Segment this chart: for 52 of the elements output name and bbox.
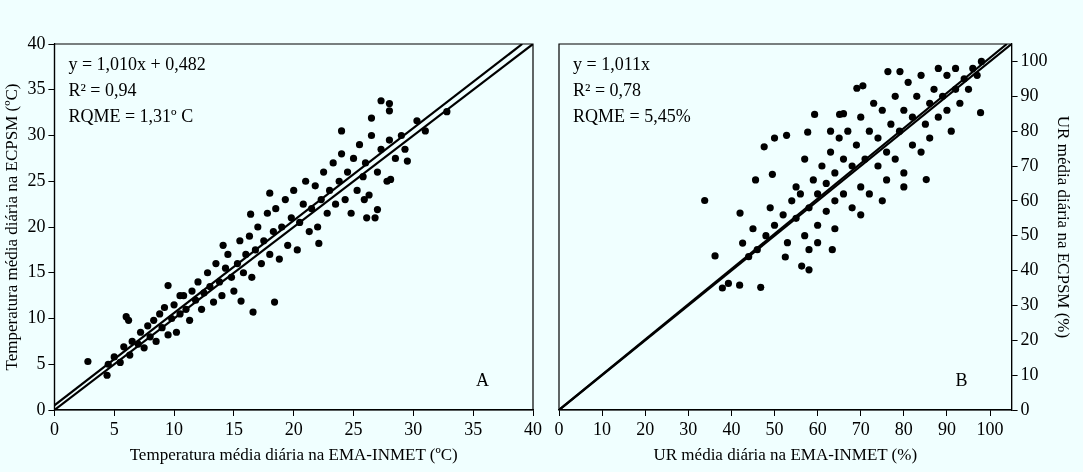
x-tick-label: 30 [679,418,698,439]
x-tick-label: 15 [224,418,243,439]
y-tick-label: 5 [36,352,46,373]
y2-tick-label: 40 [1020,259,1039,280]
y-tick-label: 20 [27,215,46,236]
y-tick-label: 25 [27,169,46,190]
x-tick-label: 60 [808,418,827,439]
y-tick-label: 35 [27,78,46,99]
x-tick-label: 100 [976,418,1004,439]
x-tick-label: 10 [165,418,184,439]
y2-tick-label: 10 [1020,363,1039,384]
annotation: A [476,369,489,390]
x-tick-label: 40 [722,418,741,439]
x-axis-title: UR média diária na EMA-INMET (%) [653,445,918,465]
x-tick-label: 90 [937,418,956,439]
x-tick-label: 40 [524,418,542,439]
y2-tick-label: 30 [1020,294,1039,315]
y-tick-label: 10 [27,307,46,328]
x-tick-label: 25 [344,418,363,439]
x-tick-label: 10 [593,418,612,439]
y2-tick-label: 0 [1020,398,1030,419]
x-tick-label: 80 [894,418,913,439]
x-tick-label: 50 [765,418,784,439]
y2-tick-label: 50 [1020,224,1039,245]
y2-tick-label: 70 [1020,154,1039,175]
annotation: R² = 0,94 [68,79,137,100]
x-tick-label: 30 [404,418,423,439]
x-axis-title: Temperatura média diária na EMA-INMET (ºC) [129,445,458,465]
y2-tick-label: 80 [1020,119,1039,140]
annotation: R² = 0,78 [573,79,642,100]
y2-tick-label: 60 [1020,189,1039,210]
y-tick-label: 15 [27,261,46,282]
x-tick-label: 35 [464,418,483,439]
annotation: B [955,369,968,390]
x-tick-label: 0 [554,418,564,439]
y2-tick-label: 20 [1020,329,1039,350]
y-tick-label: 0 [36,398,46,419]
x-tick-label: 20 [636,418,655,439]
y2-tick-label: 90 [1020,85,1039,106]
annotation: y = 1,010x + 0,482 [68,53,206,74]
y-tick-label: 30 [27,124,46,145]
x-tick-label: 20 [284,418,303,439]
x-tick-label: 0 [49,418,59,439]
annotation: RQME = 5,45% [573,105,691,126]
annotation: RQME = 1,31º C [68,105,194,126]
x-tick-label: 70 [851,418,870,439]
y-tick-label: 40 [27,32,46,53]
x-tick-label: 5 [109,418,119,439]
y-axis-title: Temperatura média diária na ECPSM (ºC) [1,83,21,371]
y2-tick-label: 100 [1020,50,1048,71]
y2-axis-title: UR média diária na ECPSM (%) [1054,115,1074,339]
annotation: y = 1,011x [573,53,650,74]
